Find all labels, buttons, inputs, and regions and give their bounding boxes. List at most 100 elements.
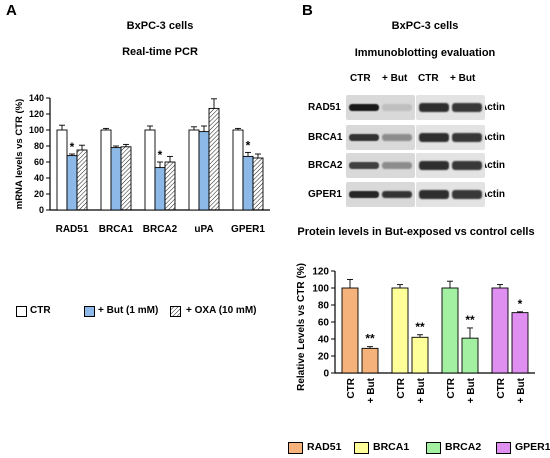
significance-mark: ** bbox=[465, 313, 475, 327]
bar-rad51-but bbox=[361, 347, 379, 374]
x-category-label: RAD51 bbox=[56, 224, 89, 235]
panel-b-letter: B bbox=[302, 2, 313, 19]
pcr-legend: CTR + But (1 mM) + OXA (10 mM) bbox=[10, 303, 300, 319]
panel-a-cell-line: BxPC-3 cells bbox=[126, 20, 194, 32]
y-tick-label: 0 bbox=[323, 369, 329, 380]
y-axis-label: mRNA levels vs CTR (%) bbox=[14, 99, 25, 210]
y-tick-label: 80 bbox=[34, 141, 44, 151]
significance-mark: * bbox=[70, 140, 75, 154]
bar-rad51-but-1-mm bbox=[66, 155, 78, 211]
blot-brca2 bbox=[346, 153, 415, 178]
blot-col-ctr-2: CTR bbox=[418, 73, 439, 84]
blot-gper1 bbox=[346, 182, 415, 207]
bar-brca2-but bbox=[461, 337, 479, 374]
panel-a-letter: A bbox=[6, 2, 17, 19]
significance-mark: ** bbox=[415, 320, 425, 334]
bar-upa-oxa-10-mm bbox=[208, 107, 220, 211]
legend-brca2-label: BRCA2 bbox=[445, 441, 482, 453]
blot-actin bbox=[416, 153, 485, 178]
bar-brca2-ctr bbox=[441, 287, 459, 374]
bar-gper1-ctr bbox=[491, 287, 509, 374]
bar-rad51-ctr bbox=[56, 129, 68, 211]
blot-actin bbox=[416, 182, 485, 207]
x-category-label: GPER1 bbox=[231, 224, 265, 235]
y-tick-label: 100 bbox=[29, 125, 44, 135]
y-tick-label: 60 bbox=[34, 157, 44, 167]
bar-brca2-oxa-10-mm bbox=[164, 161, 176, 211]
y-tick-label: 100 bbox=[312, 284, 329, 295]
bar-brca2-but-1-mm bbox=[154, 167, 166, 211]
blot-label-brca2: BRCA2 bbox=[308, 160, 343, 171]
panel-b-assay-title: Immunoblotting evaluation bbox=[354, 47, 496, 59]
x-category-label: + But bbox=[516, 377, 527, 403]
bar-brca1-ctr bbox=[391, 287, 409, 374]
blot-col-but-2: + But bbox=[450, 73, 476, 84]
legend-rad51-label: RAD51 bbox=[307, 441, 342, 453]
x-category-label: CTR bbox=[446, 377, 457, 398]
bar-brca2-ctr bbox=[144, 129, 156, 211]
blot-label-actin: Actin bbox=[480, 160, 505, 171]
legend-oxa-label: + OXA (10 mM) bbox=[186, 305, 257, 316]
y-axis-label: Relative Levels vs CTR (%) bbox=[296, 263, 307, 391]
legend-but-swatch bbox=[84, 306, 95, 317]
x-category-label: + But bbox=[466, 377, 477, 403]
legend-ctr-swatch bbox=[16, 306, 27, 317]
blot-label-rad51: RAD51 bbox=[308, 102, 341, 113]
significance-mark: * bbox=[246, 138, 251, 152]
x-category-label: + But bbox=[366, 377, 377, 403]
bar-rad51-ctr bbox=[341, 287, 359, 374]
bar-gper1-ctr bbox=[232, 129, 244, 211]
blot-brca1 bbox=[346, 125, 415, 150]
blot-col-but-1: + But bbox=[382, 73, 408, 84]
x-category-label: CTR bbox=[346, 377, 357, 398]
significance-mark: * bbox=[158, 148, 163, 162]
legend-rad51-swatch bbox=[288, 442, 303, 454]
protein-legend: RAD51 BRCA1 BRCA2 GPER1 bbox=[280, 440, 550, 456]
blot-label-actin: Actin bbox=[480, 189, 505, 200]
x-category-label: + But bbox=[416, 377, 427, 403]
blot-actin bbox=[416, 125, 485, 150]
y-tick-label: 40 bbox=[34, 173, 44, 183]
y-tick-label: 40 bbox=[318, 335, 330, 346]
panel-b-cell-line: BxPC-3 cells bbox=[391, 20, 459, 32]
legend-ctr-label: CTR bbox=[30, 305, 51, 316]
legend-gper1-swatch bbox=[496, 442, 511, 454]
legend-oxa-swatch bbox=[170, 306, 181, 317]
bar-gper1-but-1-mm bbox=[242, 155, 254, 211]
bar-gper1-but bbox=[511, 312, 529, 374]
bar-brca1-but bbox=[411, 336, 429, 374]
y-tick-label: 20 bbox=[318, 352, 330, 363]
legend-brca1-swatch bbox=[354, 442, 369, 454]
bar-rad51-oxa-10-mm bbox=[76, 149, 88, 211]
y-tick-label: 0 bbox=[39, 205, 44, 215]
x-category-label: BRCA2 bbox=[143, 224, 178, 235]
pcr-bar-chart: 0 20 40 60 80 100 120 140 mRNA levels vs CTR (%)… bbox=[14, 93, 270, 235]
bar-brca1-ctr bbox=[100, 129, 112, 211]
x-category-label: CTR bbox=[396, 377, 407, 398]
immunoblot-panel: RAD51 Actin BRCA1 Actin BRCA2 Actin GPER1 Actin bbox=[300, 90, 550, 210]
protein-bar-chart: 0 20 40 60 80 100 120 Relative Levels vs CTR (%… bbox=[296, 263, 535, 403]
significance-mark: * bbox=[518, 297, 523, 311]
y-tick-label: 20 bbox=[34, 189, 44, 199]
protein-chart-title: Protein levels in But-exposed vs control… bbox=[297, 226, 535, 238]
bar-upa-but-1-mm bbox=[198, 131, 210, 211]
bar-gper1-oxa-10-mm bbox=[252, 157, 264, 211]
blot-label-gper1: GPER1 bbox=[308, 189, 342, 200]
blot-col-ctr-1: CTR bbox=[350, 73, 371, 84]
blot-label-actin: Actin bbox=[480, 102, 505, 113]
y-tick-label: 120 bbox=[312, 267, 329, 278]
legend-gper1-label: GPER1 bbox=[515, 441, 550, 453]
x-category-label: uPA bbox=[194, 224, 213, 235]
bar-upa-ctr bbox=[188, 129, 200, 211]
y-tick-label: 140 bbox=[29, 93, 44, 103]
x-category-label: BRCA1 bbox=[99, 224, 134, 235]
y-tick-label: 60 bbox=[318, 318, 330, 329]
blot-actin bbox=[416, 95, 485, 120]
y-tick-label: 80 bbox=[318, 301, 330, 312]
legend-brca1-label: BRCA1 bbox=[373, 441, 410, 453]
bar-brca1-but-1-mm bbox=[110, 147, 122, 211]
bar-brca1-oxa-10-mm bbox=[120, 146, 132, 211]
legend-but-label: + But (1 mM) bbox=[98, 305, 159, 316]
blot-label-brca1: BRCA1 bbox=[308, 132, 343, 143]
blot-label-actin: Actin bbox=[480, 132, 505, 143]
